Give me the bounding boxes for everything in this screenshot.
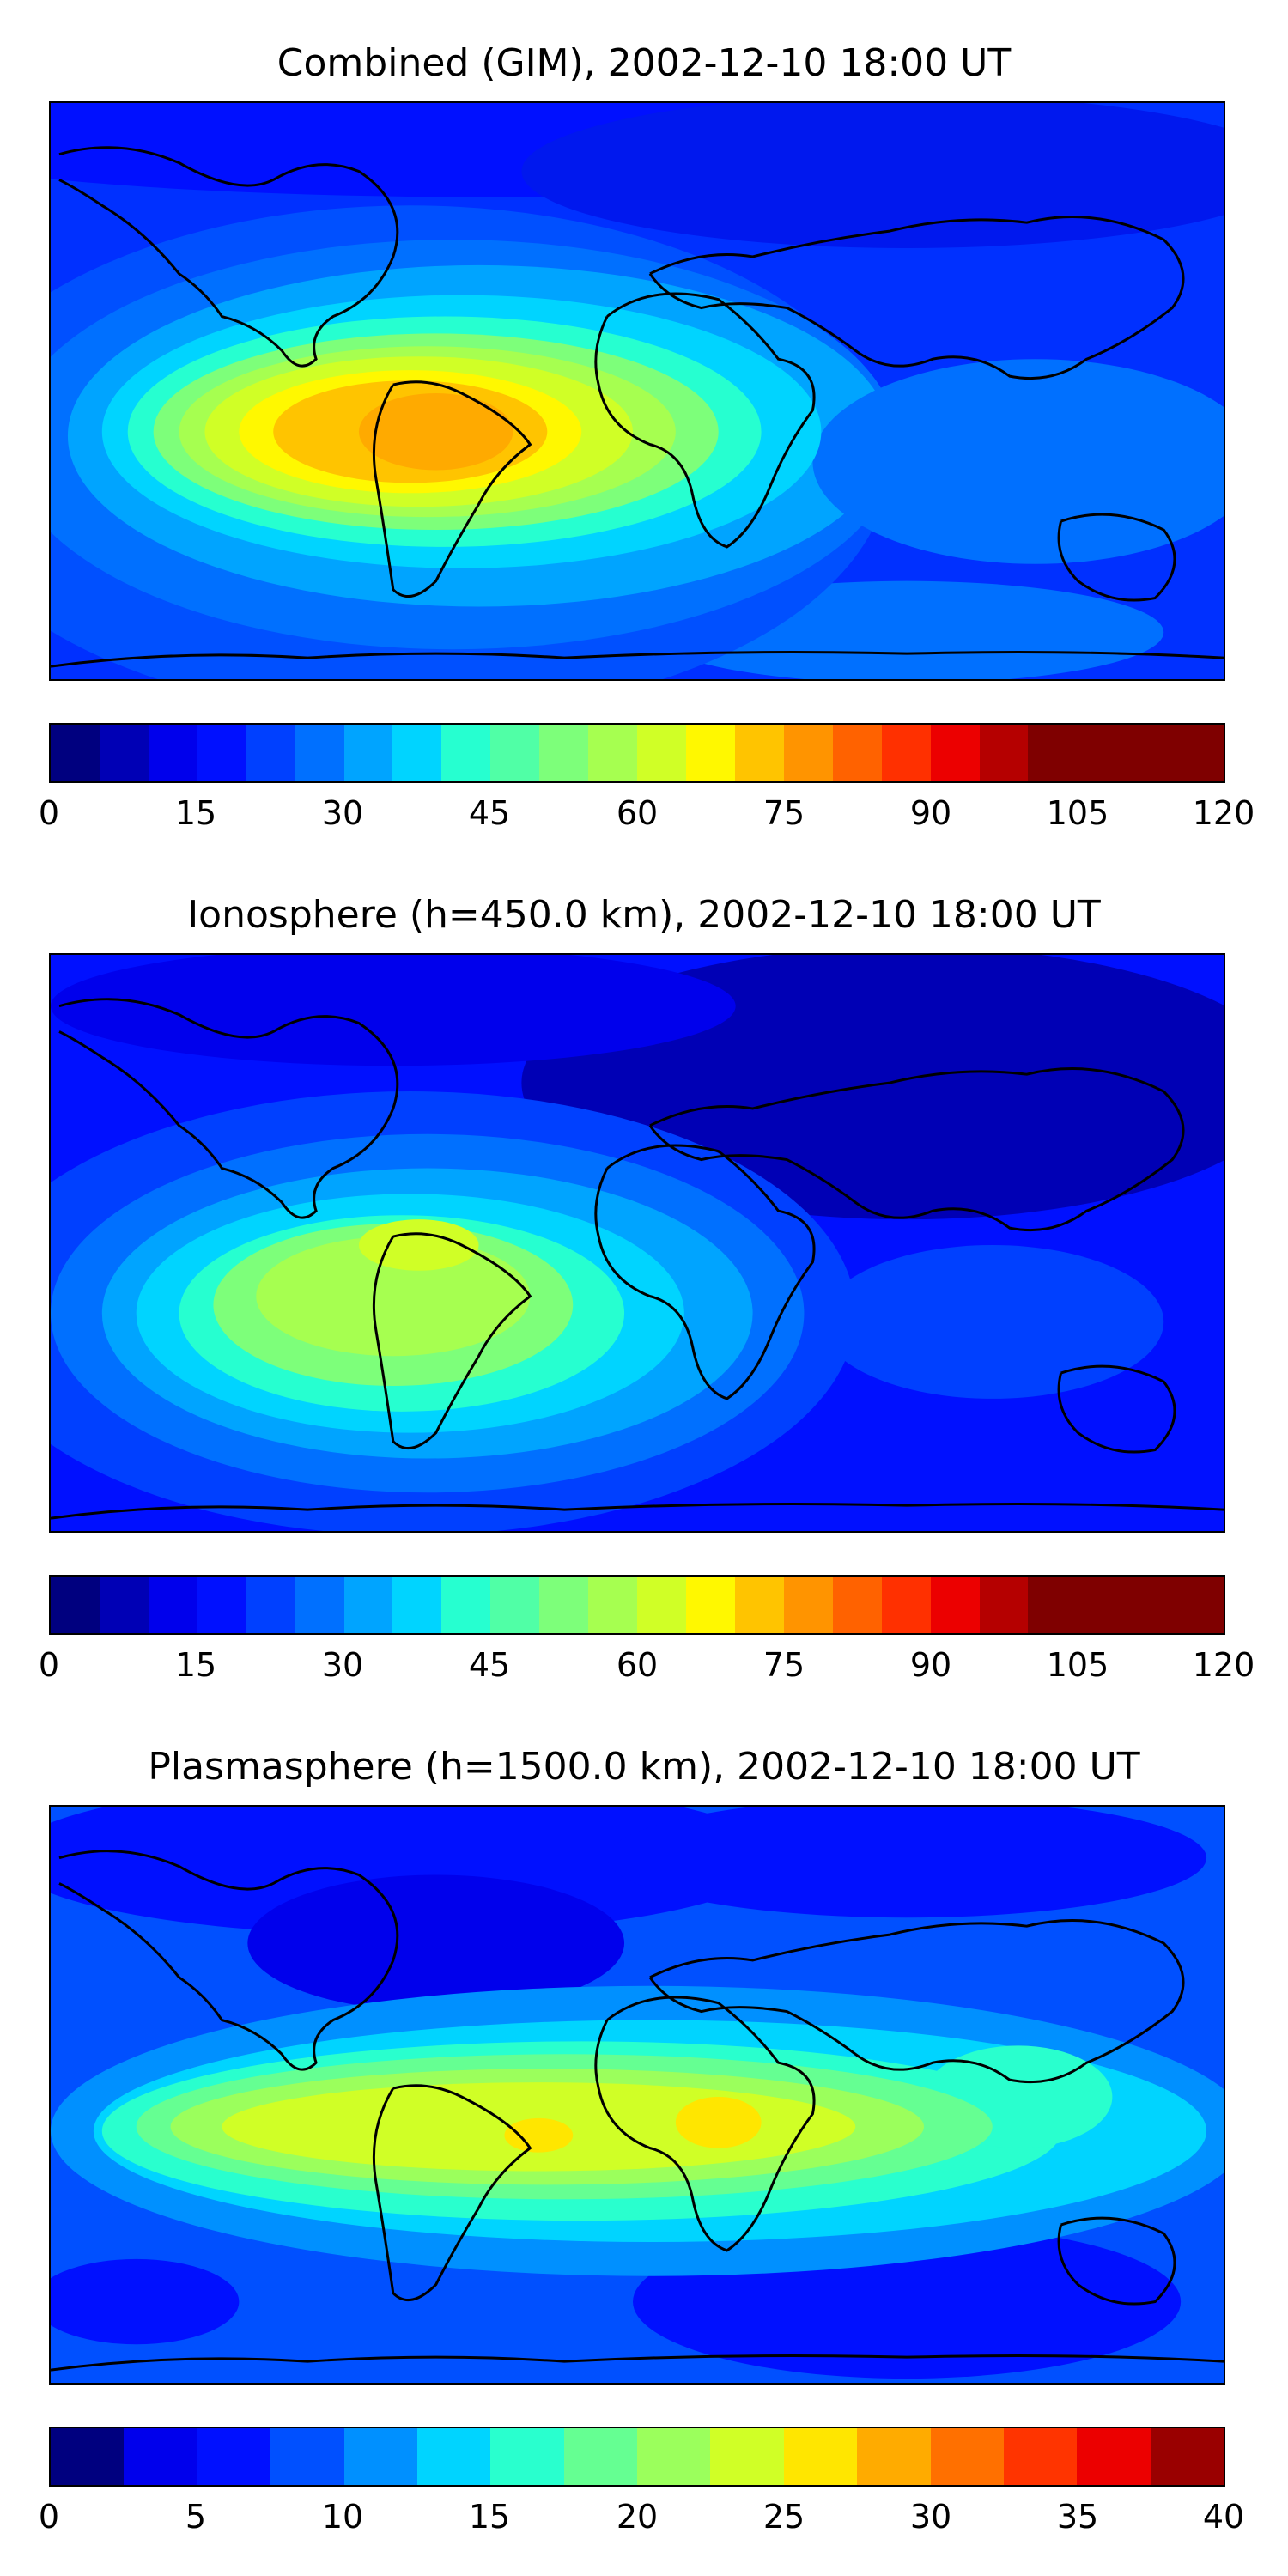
colorbar-tick: 120	[1192, 794, 1255, 832]
colorbar-tick: 45	[468, 1646, 511, 1684]
colorbar-tick: 15	[468, 2498, 511, 2536]
colorbar-tick: 0	[38, 2498, 60, 2536]
colorbar-tick: 90	[909, 794, 952, 832]
map-combined	[49, 101, 1225, 681]
colorbar-tick: 5	[185, 2498, 207, 2536]
panel-title-plasmasphere: Plasmasphere (h=1500.0 km), 2002-12-10 1…	[148, 1745, 1140, 1789]
colorbar-tick: 40	[1202, 2498, 1245, 2536]
colorbar-tick: 0	[38, 1646, 60, 1684]
coastlines	[51, 1850, 1224, 2372]
tec-contour-map	[51, 1807, 1224, 2383]
colorbar-tick: 15	[174, 1646, 217, 1684]
colorbar-tick: 0	[38, 794, 60, 832]
colorbar-plasmasphere	[49, 2427, 1225, 2487]
colorbar-tick: 20	[616, 2498, 659, 2536]
colorbar-tick: 35	[1056, 2498, 1099, 2536]
colorbar-tick: 15	[174, 794, 217, 832]
map-ionosphere	[49, 953, 1225, 1533]
colorbar-tick: 75	[762, 1646, 805, 1684]
colorbar-tick: 105	[1046, 794, 1109, 832]
panel-title-ionosphere: Ionosphere (h=450.0 km), 2002-12-10 18:0…	[187, 893, 1101, 937]
coastlines	[51, 146, 1224, 668]
map-plasmasphere	[49, 1805, 1225, 2385]
colorbar-tick: 105	[1046, 1646, 1109, 1684]
colorbar-tick: 60	[616, 1646, 659, 1684]
coastlines	[51, 998, 1224, 1520]
colorbar-tick: 120	[1192, 1646, 1255, 1684]
colorbar-tick: 30	[321, 1646, 364, 1684]
colorbar-tick: 60	[616, 794, 659, 832]
panel-title-combined: Combined (GIM), 2002-12-10 18:00 UT	[276, 41, 1012, 85]
colorbar-tick: 30	[321, 794, 364, 832]
colorbar-tick: 30	[909, 2498, 952, 2536]
tec-contour-map	[51, 103, 1224, 679]
colorbar-tick: 25	[762, 2498, 805, 2536]
colorbar-combined	[49, 723, 1225, 783]
colorbar-tick: 90	[909, 1646, 952, 1684]
tec-contour-map	[51, 955, 1224, 1531]
colorbar-tick: 75	[762, 794, 805, 832]
colorbar-tick: 45	[468, 794, 511, 832]
colorbar-tick: 10	[321, 2498, 364, 2536]
colorbar-ionosphere	[49, 1575, 1225, 1635]
